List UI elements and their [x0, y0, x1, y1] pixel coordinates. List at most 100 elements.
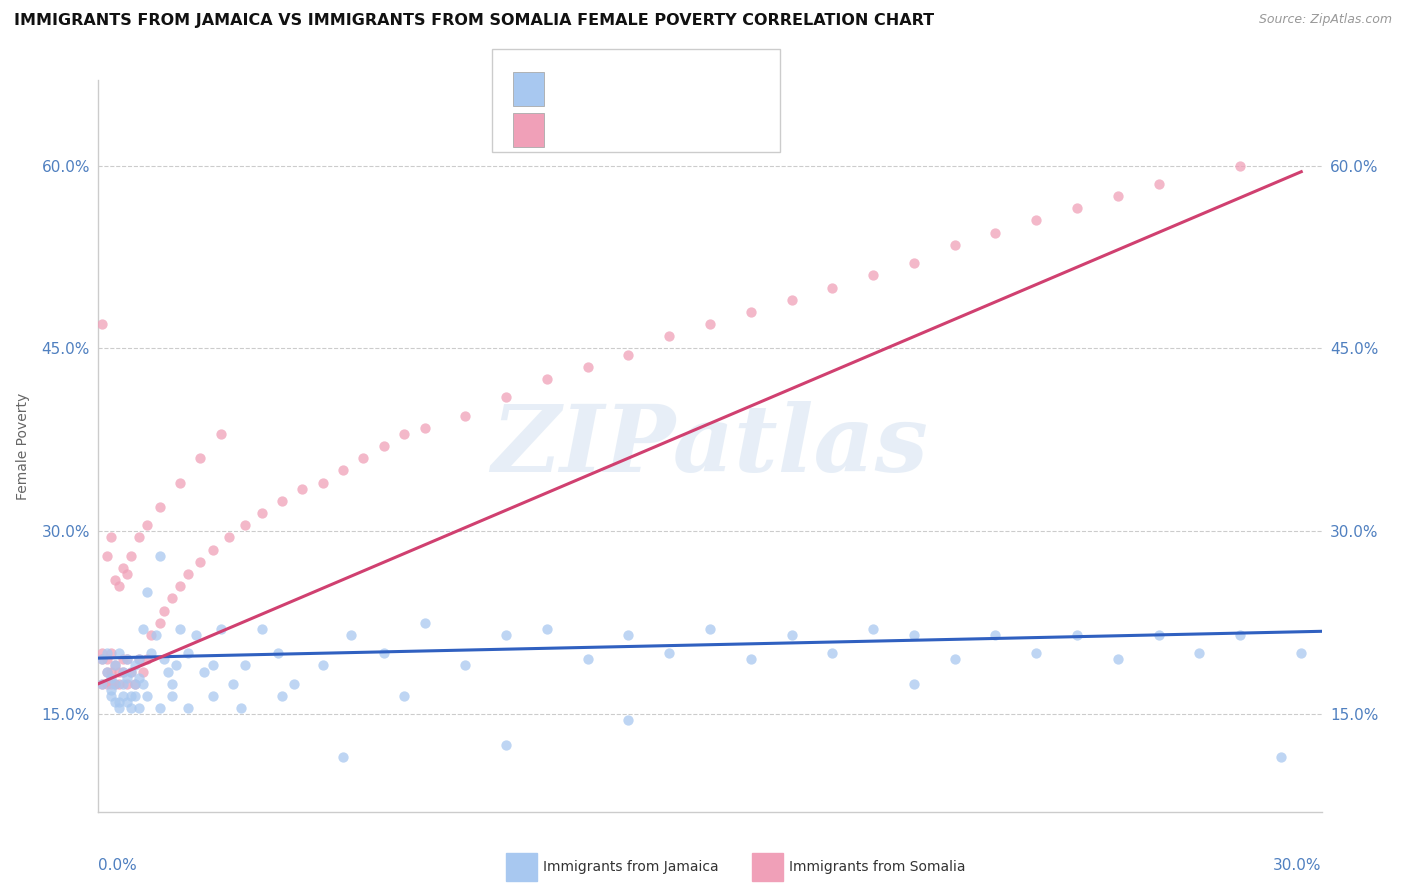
Text: 0.114: 0.114: [586, 81, 634, 96]
Point: [96, 665, 118, 679]
Point: [250, 622, 273, 636]
Point: [160, 689, 183, 703]
Point: [149, 500, 172, 514]
Point: [104, 658, 127, 673]
Text: N =: N =: [648, 81, 682, 96]
Point: [270, 494, 294, 508]
Point: [984, 628, 1007, 642]
Point: [821, 646, 844, 660]
Point: [136, 518, 159, 533]
Point: [91, 646, 114, 660]
Point: [96, 549, 118, 563]
Point: [413, 421, 436, 435]
Point: [169, 622, 191, 636]
Point: [454, 658, 477, 673]
Point: [108, 579, 131, 593]
Point: [312, 658, 335, 673]
Point: [352, 451, 374, 466]
Point: [373, 646, 395, 660]
Point: [740, 305, 762, 319]
Point: [149, 701, 172, 715]
Text: IMMIGRANTS FROM JAMAICA VS IMMIGRANTS FROM SOMALIA FEMALE POVERTY CORRELATION CH: IMMIGRANTS FROM JAMAICA VS IMMIGRANTS FR…: [14, 13, 934, 29]
Point: [111, 652, 134, 666]
Point: [169, 475, 191, 490]
Point: [108, 677, 131, 691]
Point: [222, 677, 245, 691]
Text: Immigrants from Somalia: Immigrants from Somalia: [789, 860, 966, 874]
Point: [201, 542, 224, 557]
Point: [658, 646, 681, 660]
Text: 74: 74: [685, 123, 706, 138]
Point: [332, 463, 354, 477]
Point: [193, 665, 215, 679]
Point: [104, 677, 127, 691]
Point: [495, 390, 517, 404]
Point: [96, 646, 118, 660]
Point: [984, 226, 1007, 240]
Point: [454, 409, 477, 423]
Point: [91, 317, 114, 331]
Point: [152, 652, 174, 666]
Point: [156, 665, 179, 679]
Point: [165, 658, 187, 673]
Point: [104, 573, 127, 587]
Point: [152, 604, 174, 618]
Point: [617, 348, 640, 362]
Point: [160, 591, 183, 606]
Point: [943, 652, 966, 666]
Text: 0.598: 0.598: [586, 123, 634, 138]
Text: Source: ZipAtlas.com: Source: ZipAtlas.com: [1258, 13, 1392, 27]
Point: [780, 293, 803, 307]
Text: ZIPatlas: ZIPatlas: [492, 401, 928, 491]
Point: [91, 652, 114, 666]
Text: R =: R =: [553, 123, 586, 138]
Point: [291, 482, 314, 496]
Point: [1107, 189, 1129, 203]
Point: [576, 359, 599, 374]
Point: [862, 622, 884, 636]
Point: [332, 749, 354, 764]
Point: [115, 671, 138, 685]
Point: [1147, 177, 1170, 191]
Point: [91, 677, 114, 691]
Text: 0.0%: 0.0%: [98, 858, 138, 873]
Point: [96, 665, 118, 679]
Point: [120, 689, 142, 703]
Point: [100, 682, 122, 697]
Point: [132, 677, 155, 691]
Point: [115, 677, 138, 691]
Point: [124, 677, 146, 691]
Point: [108, 646, 131, 660]
Point: [108, 695, 131, 709]
Point: [209, 426, 232, 441]
Point: [903, 628, 925, 642]
Point: [100, 530, 122, 544]
Point: [108, 665, 131, 679]
Point: [218, 530, 240, 544]
Point: [177, 567, 200, 582]
Point: [111, 689, 134, 703]
Point: [111, 665, 134, 679]
Point: [120, 549, 142, 563]
Point: [128, 652, 150, 666]
Point: [576, 652, 599, 666]
Point: [270, 689, 294, 703]
Point: [1229, 628, 1251, 642]
Text: Immigrants from Jamaica: Immigrants from Jamaica: [543, 860, 718, 874]
Point: [100, 671, 122, 685]
Point: [1147, 628, 1170, 642]
Point: [1107, 652, 1129, 666]
Point: [413, 615, 436, 630]
Point: [128, 671, 150, 685]
Point: [1188, 646, 1211, 660]
Point: [658, 329, 681, 343]
Point: [115, 652, 138, 666]
Point: [201, 689, 224, 703]
Point: [111, 677, 134, 691]
Point: [115, 567, 138, 582]
Point: [233, 658, 256, 673]
Point: [231, 701, 253, 715]
Point: [111, 665, 134, 679]
Point: [617, 714, 640, 728]
Point: [141, 646, 163, 660]
